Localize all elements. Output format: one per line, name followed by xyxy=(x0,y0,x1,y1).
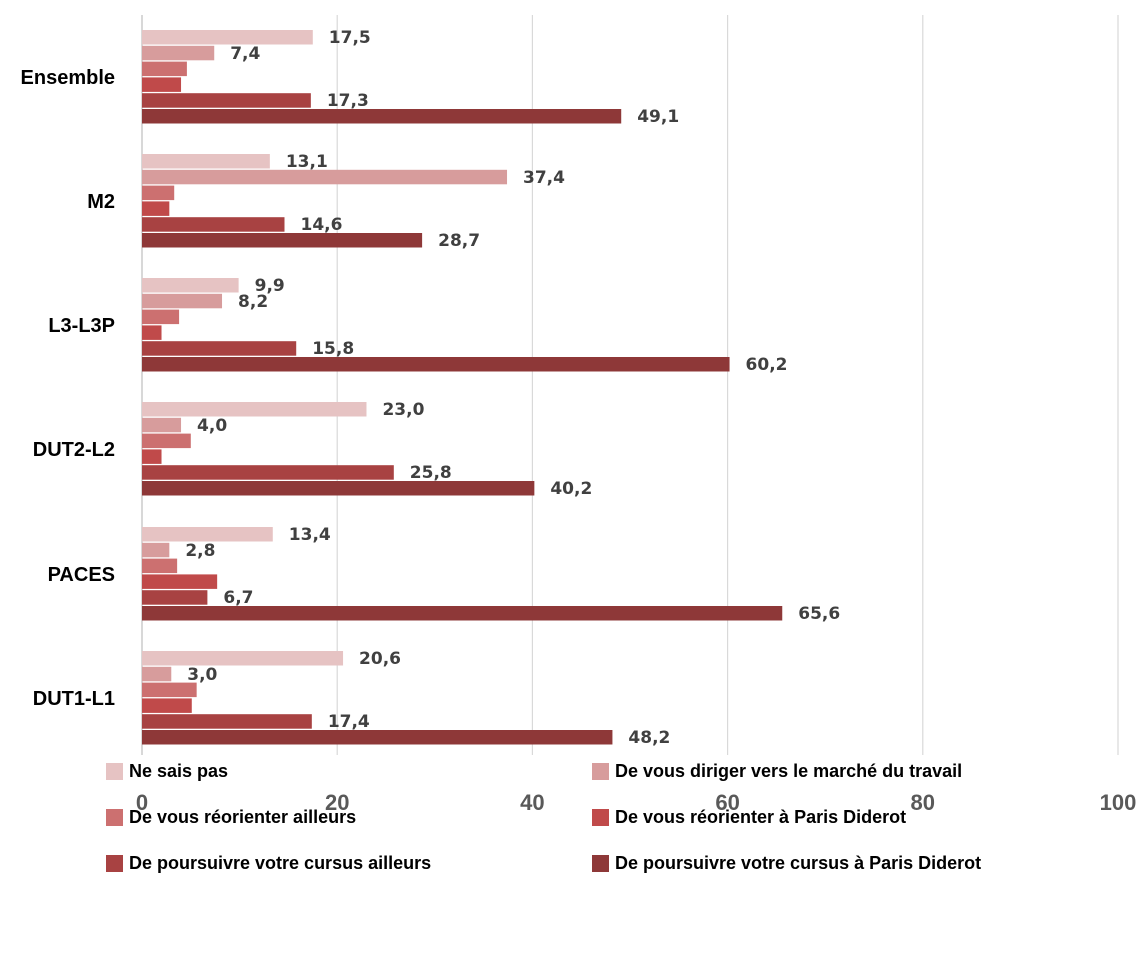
bar xyxy=(142,651,344,666)
bar xyxy=(142,154,270,169)
data-label: 60,2 xyxy=(746,355,788,375)
data-label: 3,0 xyxy=(187,665,217,685)
data-label: 49,1 xyxy=(637,107,679,127)
data-label: 28,7 xyxy=(438,231,480,251)
bar xyxy=(142,682,197,698)
bar xyxy=(142,61,187,77)
data-label: 37,4 xyxy=(523,168,565,188)
bar xyxy=(142,30,313,45)
x-tick-label: 100 xyxy=(1100,790,1137,815)
data-label: 13,4 xyxy=(289,525,331,545)
category-label: DUT2-L2 xyxy=(33,439,115,461)
x-tick-label: 40 xyxy=(520,790,544,815)
bar xyxy=(142,714,312,729)
x-tick-label: 60 xyxy=(715,790,739,815)
category-label: Ensemble xyxy=(21,67,115,89)
bar xyxy=(142,402,367,417)
category-label: DUT1-L1 xyxy=(33,688,115,710)
bar xyxy=(142,341,297,356)
data-label: 25,8 xyxy=(410,463,452,483)
bar xyxy=(142,201,170,216)
bar xyxy=(142,309,180,325)
data-label: 2,8 xyxy=(185,541,215,561)
bar xyxy=(142,109,622,124)
bar xyxy=(142,45,215,61)
data-label: 6,7 xyxy=(223,588,253,608)
x-tick-label: 20 xyxy=(325,790,349,815)
bar xyxy=(142,558,178,574)
x-axis-tick-labels: 0 20 40 60 80 100 xyxy=(136,790,1136,815)
data-label: 4,0 xyxy=(197,416,227,436)
data-label: 65,6 xyxy=(798,604,840,624)
data-label: 17,4 xyxy=(328,712,370,732)
bar xyxy=(142,590,208,605)
gridlines xyxy=(141,15,1119,755)
data-label: 13,1 xyxy=(286,152,328,172)
bar xyxy=(142,217,285,232)
bar xyxy=(142,574,218,589)
x-tick-label: 80 xyxy=(911,790,935,815)
bar xyxy=(142,698,192,713)
bar xyxy=(142,527,273,542)
bar xyxy=(142,293,223,309)
bar xyxy=(142,481,535,496)
data-label: 14,6 xyxy=(300,215,342,235)
data-label: 17,5 xyxy=(329,28,371,48)
data-label: 8,2 xyxy=(238,292,268,312)
category-label: M2 xyxy=(87,191,115,213)
data-label: 7,4 xyxy=(230,44,260,64)
bar xyxy=(142,93,311,108)
data-label: 48,2 xyxy=(628,728,670,748)
bar xyxy=(142,185,175,201)
bar xyxy=(142,357,730,372)
data-label: 20,6 xyxy=(359,649,401,669)
bar xyxy=(142,730,613,745)
data-label: 40,2 xyxy=(550,479,592,499)
bar xyxy=(142,233,423,248)
x-tick-label: 0 xyxy=(136,790,148,815)
bar xyxy=(142,77,182,92)
bar xyxy=(142,169,508,185)
bar xyxy=(142,433,191,449)
category-labels: Ensemble M2 L3-L3P DUT2-L2 PACES DUT1-L1 xyxy=(21,67,115,710)
data-label: 17,3 xyxy=(327,91,369,111)
bar xyxy=(142,325,162,340)
bar xyxy=(142,606,783,621)
bars xyxy=(142,30,783,745)
data-label: 23,0 xyxy=(382,400,424,420)
data-labels: 17,5 7,4 17,3 49,1 13,1 37,4 14,6 28,7 9,98,2 15,… xyxy=(185,28,840,748)
bar xyxy=(142,417,182,433)
bar xyxy=(142,666,172,682)
bar xyxy=(142,542,170,558)
bar xyxy=(142,465,394,480)
category-label: L3-L3P xyxy=(48,315,115,337)
bar xyxy=(142,278,239,293)
bar xyxy=(142,449,162,464)
data-label: 9,9 xyxy=(255,276,285,296)
category-label: PACES xyxy=(48,564,115,586)
data-label: 15,8 xyxy=(312,339,354,359)
